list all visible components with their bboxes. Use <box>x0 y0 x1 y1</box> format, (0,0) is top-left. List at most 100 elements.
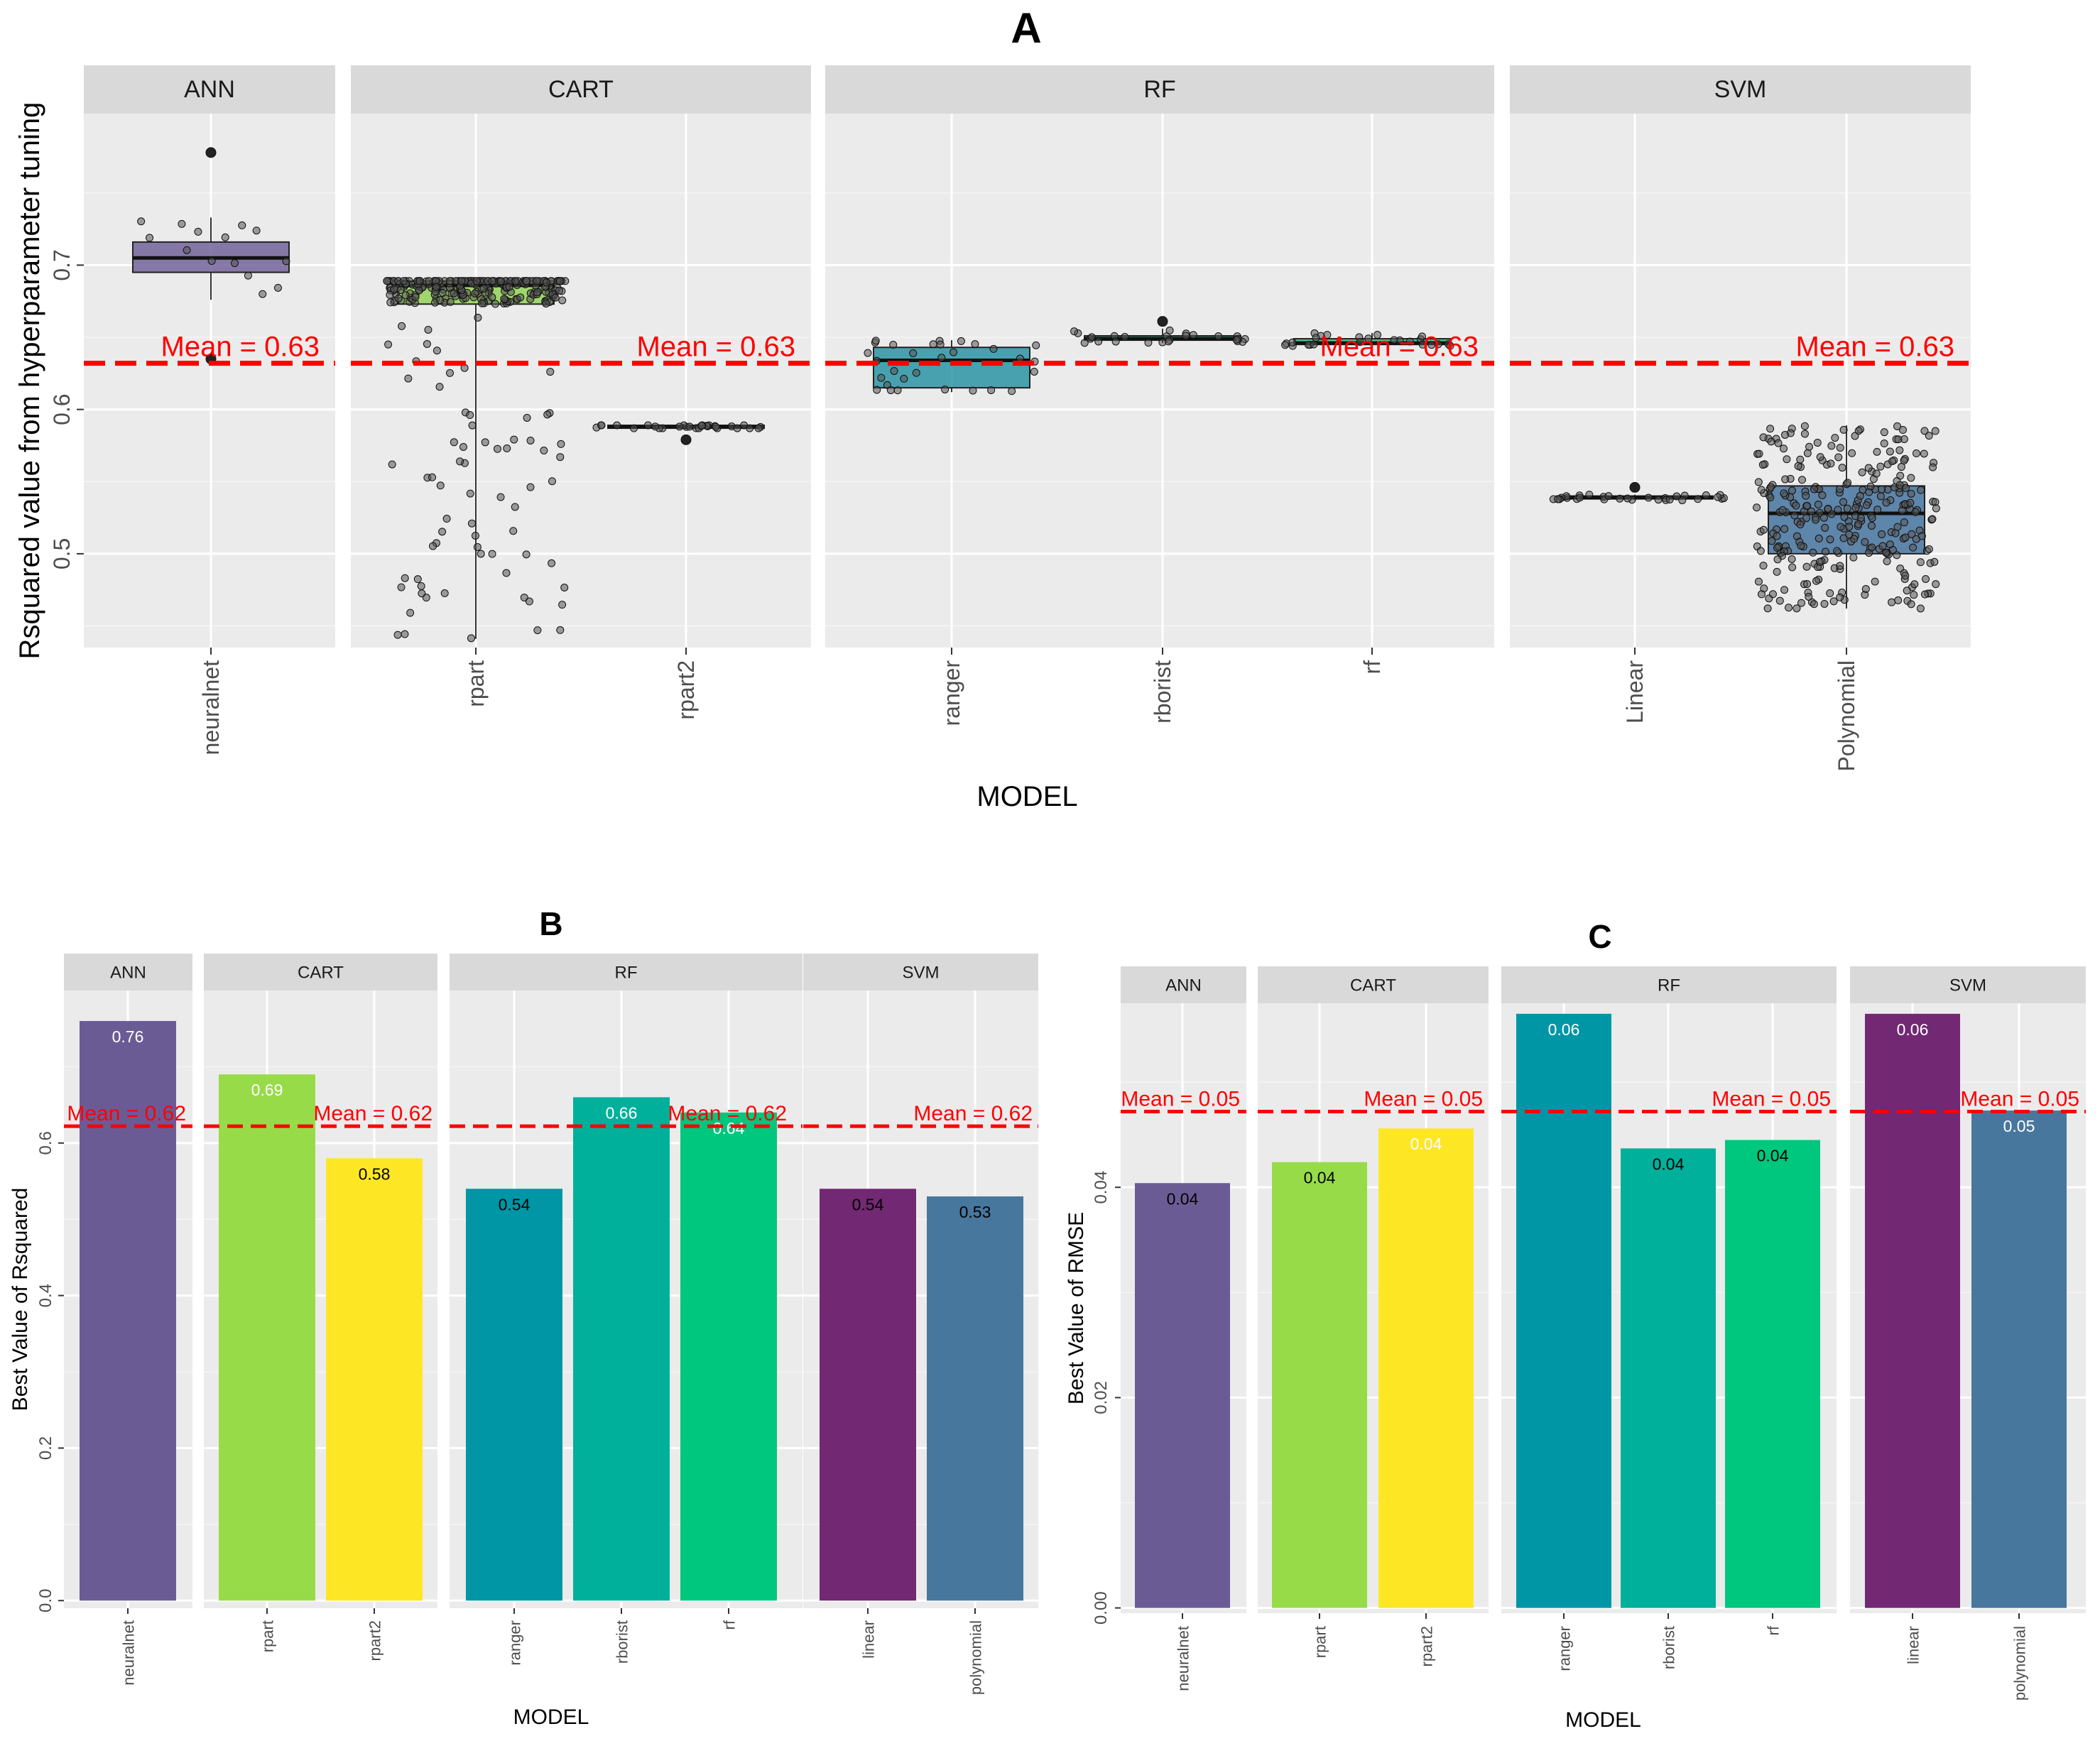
data-point <box>1753 503 1761 512</box>
data-point <box>1895 481 1904 489</box>
data-point <box>1773 555 1782 564</box>
data-point <box>1880 428 1888 437</box>
data-point <box>252 227 261 235</box>
outlier-point <box>1157 316 1168 327</box>
data-point <box>505 283 513 291</box>
mean-label: Mean = 0.63 <box>637 332 796 363</box>
data-point <box>1912 449 1920 458</box>
data-point <box>1788 563 1797 572</box>
box-neuralnet: neuralnet <box>132 147 290 755</box>
data-point <box>1281 341 1290 349</box>
data-point <box>1694 495 1702 503</box>
data-point <box>432 346 441 355</box>
data-point <box>1575 493 1584 502</box>
data-point <box>1121 332 1129 341</box>
mean-label: Mean = 0.62 <box>913 1102 1033 1125</box>
bar-value-label: 0.66 <box>606 1103 638 1122</box>
data-point <box>1144 339 1153 347</box>
data-point <box>396 285 405 294</box>
data-point <box>556 626 565 634</box>
data-point <box>1323 331 1332 339</box>
bar-rpart2: 0.58 rpart2 <box>326 1158 423 1661</box>
facet-strip-label: ANN <box>110 963 146 982</box>
data-point <box>1672 492 1681 501</box>
facet-strip <box>204 954 437 990</box>
bar <box>1135 1183 1230 1608</box>
data-point <box>533 626 542 635</box>
data-point <box>244 271 252 280</box>
data-point <box>1838 464 1846 472</box>
data-point <box>1864 464 1873 472</box>
data-point <box>1797 599 1805 607</box>
x-tick-label: rpart <box>259 1620 276 1652</box>
facet-strip <box>1510 65 1971 114</box>
x-tick-label: rf <box>1764 1625 1782 1635</box>
data-point <box>1803 579 1812 588</box>
data-point <box>1312 334 1320 342</box>
data-point <box>1849 553 1858 562</box>
facet-strip <box>803 954 1038 990</box>
data-point <box>1868 514 1876 523</box>
data-point <box>1418 332 1426 341</box>
facet-ann: ANN 0.04 neuralnet Mean = 0.05 <box>1121 966 1246 1691</box>
data-point <box>137 217 146 226</box>
x-tick-label: rpart2 <box>366 1620 383 1661</box>
data-point <box>510 435 518 444</box>
data-point <box>478 299 486 307</box>
data-point <box>1821 547 1829 556</box>
data-point <box>273 283 282 292</box>
panel-title: B <box>539 905 562 942</box>
facet-rf: RF ranger rborist rf Mean = 0.63 <box>825 65 1494 726</box>
facet-strip-label: ANN <box>184 76 235 103</box>
data-point <box>497 277 506 285</box>
data-point <box>1780 489 1788 498</box>
data-point <box>466 489 474 498</box>
bar-neuralnet: 0.04 neuralnet <box>1135 1183 1230 1691</box>
data-point <box>1896 564 1905 573</box>
data-point <box>1862 501 1871 509</box>
data-point <box>446 369 455 377</box>
x-tick-label: rf <box>720 1620 738 1630</box>
x-tick-label: neuralnet <box>1174 1626 1192 1691</box>
data-point <box>1755 449 1763 458</box>
y-tick-label: 0.5 <box>49 538 75 569</box>
y-tick-label: 0.2 <box>36 1436 55 1460</box>
data-point <box>548 559 556 567</box>
x-axis-title: MODEL <box>976 781 1077 812</box>
facet-strip <box>84 65 335 114</box>
data-point <box>1820 599 1829 608</box>
bar-value-label: 0.53 <box>959 1203 991 1221</box>
data-point <box>1900 518 1908 527</box>
data-point <box>1916 604 1925 613</box>
data-point <box>1831 434 1839 442</box>
data-point <box>877 373 886 382</box>
data-point <box>1845 530 1854 539</box>
data-point <box>523 413 531 422</box>
facet-strip-label: CART <box>298 963 344 982</box>
data-point <box>900 374 908 383</box>
bar <box>573 1097 670 1601</box>
data-point <box>957 337 965 345</box>
data-point <box>1816 453 1824 462</box>
data-point <box>1807 507 1816 515</box>
data-point <box>399 277 408 285</box>
data-point <box>1932 504 1940 513</box>
mean-label: Mean = 0.62 <box>668 1102 787 1125</box>
data-point <box>754 424 763 432</box>
data-point <box>488 550 496 558</box>
data-point <box>471 289 479 298</box>
bar <box>466 1189 562 1601</box>
facet-strip <box>64 954 192 990</box>
panel-A: A ANN neuralnet Mean = 0.63 CART rpart rpart2 M… <box>14 4 1971 812</box>
facet-ann: ANN 0.76 neuralnet Mean = 0.62 <box>64 954 192 1686</box>
facet-cart: CART 0.69 rpart 0.58 rpart2 Mean = 0.62 <box>204 954 437 1661</box>
data-point <box>613 421 621 430</box>
data-point <box>423 339 431 348</box>
data-point <box>438 288 447 297</box>
data-point <box>1894 435 1903 444</box>
data-point <box>1886 447 1894 456</box>
data-point <box>1893 422 1902 430</box>
data-point <box>509 527 518 535</box>
data-point <box>1678 496 1687 505</box>
data-point <box>516 293 525 302</box>
